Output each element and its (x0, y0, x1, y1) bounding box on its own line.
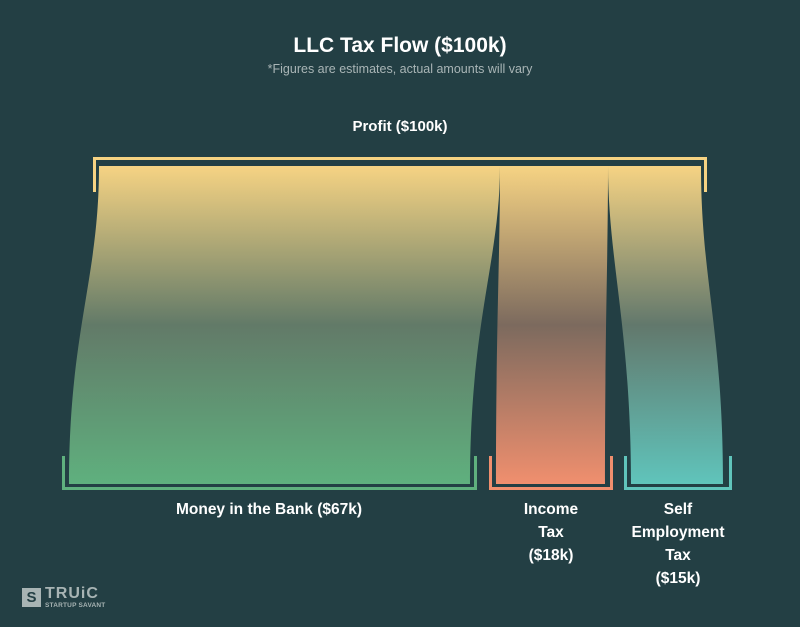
logo-subtitle: STARTUP SAVANT (45, 602, 106, 609)
chart-title: LLC Tax Flow ($100k) (293, 34, 507, 57)
source-label-profit: Profit ($100k) (352, 118, 448, 135)
target-label-self-employment-tax: Self Employment Tax ($15k) (618, 498, 738, 590)
label-line: Tax (665, 547, 691, 564)
target-label-income-tax: Income Tax ($18k) (490, 498, 612, 567)
income-bracket (489, 456, 613, 490)
label-line: ($18k) (528, 547, 574, 564)
chart-subtitle: *Figures are estimates, actual amounts w… (267, 62, 533, 76)
flow-se (608, 166, 723, 484)
target-label-money: Money in the Bank ($67k) (69, 498, 469, 521)
flow-income (496, 166, 608, 484)
money-bracket (62, 456, 477, 490)
label-line: Income (523, 501, 579, 518)
label-line: Money in the Bank ($67k) (175, 501, 363, 518)
label-line: Employment (631, 524, 725, 541)
profit-bracket (93, 157, 707, 192)
truic-logo: S TRUiC STARTUP SAVANT (22, 585, 122, 612)
se-bracket (624, 456, 732, 490)
logo-mark-icon: S (22, 588, 41, 607)
flow-money (69, 166, 500, 484)
logo-wordmark: TRUiC (45, 585, 99, 602)
label-line: ($15k) (655, 570, 701, 587)
label-line: Tax (538, 524, 564, 541)
label-line: Self (663, 501, 693, 518)
